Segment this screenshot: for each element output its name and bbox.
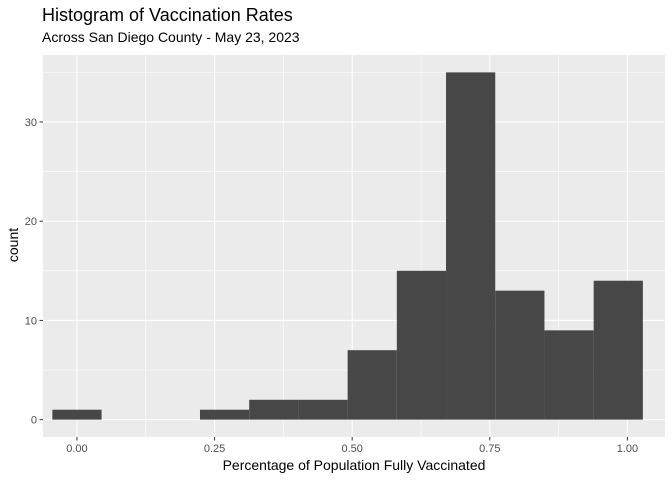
- histogram-bar: [52, 409, 102, 420]
- histogram-bar: [544, 330, 594, 420]
- histogram-bar: [347, 350, 397, 420]
- histogram-bars: [52, 72, 643, 420]
- y-tick-label: 10: [25, 315, 37, 327]
- x-tick-label: 0.50: [341, 443, 362, 455]
- chart-title: Histogram of Vaccination Rates: [42, 5, 293, 25]
- minor-gridlines: [43, 55, 665, 437]
- x-tick-label: 0.25: [204, 443, 225, 455]
- chart-subtitle: Across San Diego County - May 23, 2023: [42, 29, 300, 45]
- y-tick-label: 30: [25, 117, 37, 129]
- x-tick-label: 1.00: [617, 443, 638, 455]
- x-axis-title: Percentage of Population Fully Vaccinate…: [223, 457, 486, 473]
- y-tick-label: 0: [31, 415, 37, 427]
- histogram-bar: [593, 280, 643, 420]
- x-axis-ticks: 0.00 0.25 0.50 0.75 1.00: [66, 437, 638, 455]
- x-tick-label: 0.00: [66, 443, 87, 455]
- histogram-bar: [396, 270, 447, 420]
- y-tick-label: 20: [25, 216, 37, 228]
- histogram-bar: [495, 290, 545, 420]
- histogram-bar: [249, 399, 299, 420]
- x-tick-label: 0.75: [479, 443, 500, 455]
- y-axis-ticks: 0 10 20 30: [25, 117, 43, 427]
- histogram-bar: [199, 409, 250, 420]
- histogram-bar: [446, 72, 496, 420]
- y-axis-title: count: [5, 228, 21, 262]
- histogram-bar: [298, 399, 348, 420]
